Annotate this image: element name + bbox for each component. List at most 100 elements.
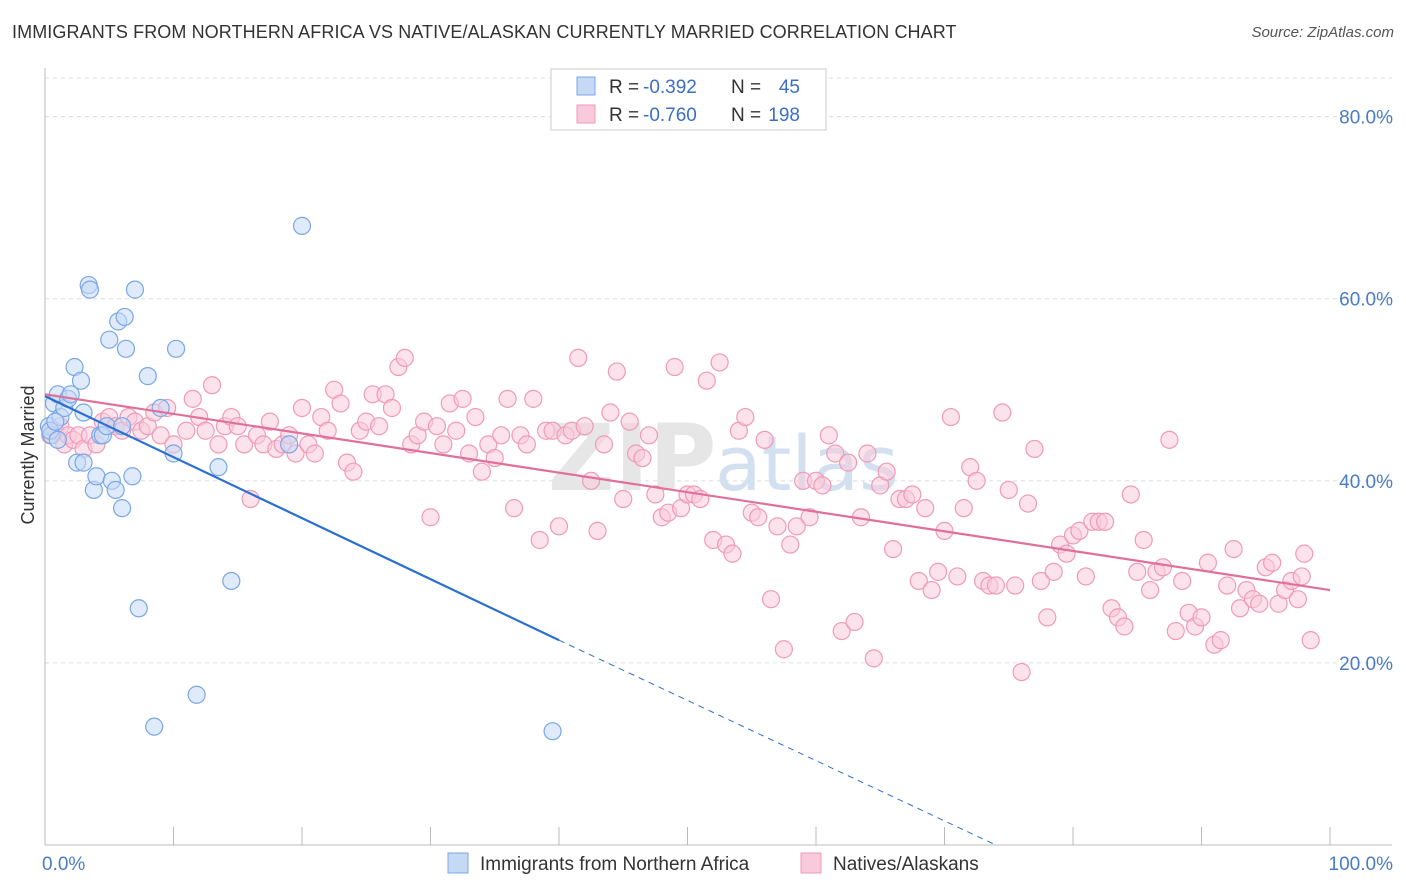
trend-line-extension bbox=[558, 639, 997, 846]
data-point bbox=[999, 480, 1018, 500]
data-point bbox=[222, 571, 241, 591]
chart-source: Source: ZipAtlas.com bbox=[1251, 24, 1394, 41]
legend-n-label: N = bbox=[731, 77, 761, 98]
data-point bbox=[1044, 562, 1063, 581]
data-point bbox=[697, 371, 716, 390]
data-point bbox=[1230, 599, 1250, 618]
data-point bbox=[466, 407, 485, 427]
data-point bbox=[209, 458, 228, 477]
data-points bbox=[39, 216, 1320, 741]
x-tick-label: 100.0% bbox=[1329, 854, 1394, 875]
data-point bbox=[826, 444, 845, 463]
data-point bbox=[633, 448, 652, 468]
data-point bbox=[1012, 662, 1031, 682]
data-point bbox=[916, 499, 935, 518]
y-tick-label: 80.0% bbox=[1339, 108, 1393, 129]
data-point bbox=[472, 462, 491, 481]
data-point bbox=[543, 722, 562, 741]
data-point bbox=[318, 421, 337, 440]
data-point bbox=[421, 508, 440, 527]
legend-swatch bbox=[800, 852, 822, 874]
data-point bbox=[129, 599, 148, 618]
data-point bbox=[620, 412, 639, 431]
data-point bbox=[370, 417, 389, 436]
data-point bbox=[382, 398, 402, 418]
data-point bbox=[228, 417, 247, 436]
legend-box bbox=[550, 68, 827, 131]
data-point bbox=[813, 476, 832, 495]
legend-swatch bbox=[576, 104, 596, 124]
data-point bbox=[993, 403, 1012, 422]
legend-series-name: Immigrants from Northern Africa bbox=[480, 854, 750, 875]
data-point bbox=[196, 421, 215, 440]
data-point bbox=[344, 462, 363, 481]
data-point bbox=[74, 453, 93, 472]
data-point bbox=[1160, 430, 1179, 449]
data-point bbox=[749, 508, 768, 527]
data-point bbox=[781, 535, 800, 554]
data-point bbox=[280, 435, 299, 454]
data-point bbox=[145, 717, 164, 736]
trend-line bbox=[44, 393, 1331, 592]
data-point bbox=[569, 348, 588, 368]
data-point bbox=[151, 426, 170, 445]
legend-r-label: R = bbox=[609, 105, 639, 126]
legend-r-value: -0.392 bbox=[643, 77, 697, 98]
data-point bbox=[447, 421, 466, 440]
data-point bbox=[922, 580, 941, 600]
data-point bbox=[1263, 553, 1282, 572]
data-point bbox=[928, 562, 948, 581]
x-tick-label: 0.0% bbox=[42, 854, 85, 875]
data-point bbox=[601, 403, 620, 422]
data-point bbox=[1038, 608, 1057, 627]
trend-line bbox=[44, 395, 560, 642]
y-axis-title: Currently Married bbox=[18, 385, 38, 524]
data-point bbox=[877, 462, 896, 481]
legend-n-label: N = bbox=[731, 105, 761, 126]
legend-r-value: -0.760 bbox=[643, 105, 697, 126]
data-point bbox=[1288, 590, 1307, 609]
data-point bbox=[1153, 558, 1173, 577]
data-point bbox=[1076, 567, 1095, 586]
data-point bbox=[292, 398, 312, 418]
y-tick-label: 60.0% bbox=[1339, 290, 1393, 311]
data-point bbox=[1295, 544, 1314, 563]
data-point bbox=[1031, 571, 1050, 591]
data-point bbox=[504, 499, 524, 518]
data-point bbox=[106, 480, 125, 500]
data-point bbox=[1018, 494, 1038, 513]
data-point bbox=[177, 421, 196, 440]
data-point bbox=[1211, 631, 1230, 650]
data-point bbox=[427, 417, 447, 436]
data-point bbox=[1198, 553, 1218, 572]
data-point bbox=[260, 412, 279, 431]
data-point bbox=[787, 517, 806, 536]
data-point bbox=[1192, 608, 1211, 627]
data-point bbox=[166, 339, 186, 358]
legend-n-value: 45 bbox=[779, 77, 800, 98]
data-point bbox=[832, 621, 851, 641]
data-point bbox=[1115, 617, 1134, 636]
data-point bbox=[768, 517, 787, 536]
data-point bbox=[800, 508, 819, 527]
data-point bbox=[434, 435, 453, 454]
data-point bbox=[100, 330, 119, 349]
data-point bbox=[1070, 521, 1089, 540]
data-point bbox=[524, 389, 543, 408]
data-point bbox=[123, 467, 142, 486]
axes: 20.0% 40.0% 60.0% 80.0% 0.0% 100.0% Currently … bbox=[18, 68, 1393, 875]
data-point bbox=[202, 376, 222, 395]
data-point bbox=[1224, 539, 1243, 559]
data-point bbox=[46, 412, 65, 431]
data-point bbox=[187, 685, 206, 704]
data-point bbox=[498, 389, 517, 408]
data-point bbox=[967, 471, 986, 490]
data-point bbox=[235, 435, 254, 454]
data-point bbox=[909, 571, 928, 591]
data-point bbox=[614, 489, 633, 509]
data-point bbox=[71, 371, 91, 390]
data-point bbox=[1128, 562, 1147, 581]
data-point bbox=[646, 485, 665, 504]
data-point bbox=[1173, 571, 1192, 591]
